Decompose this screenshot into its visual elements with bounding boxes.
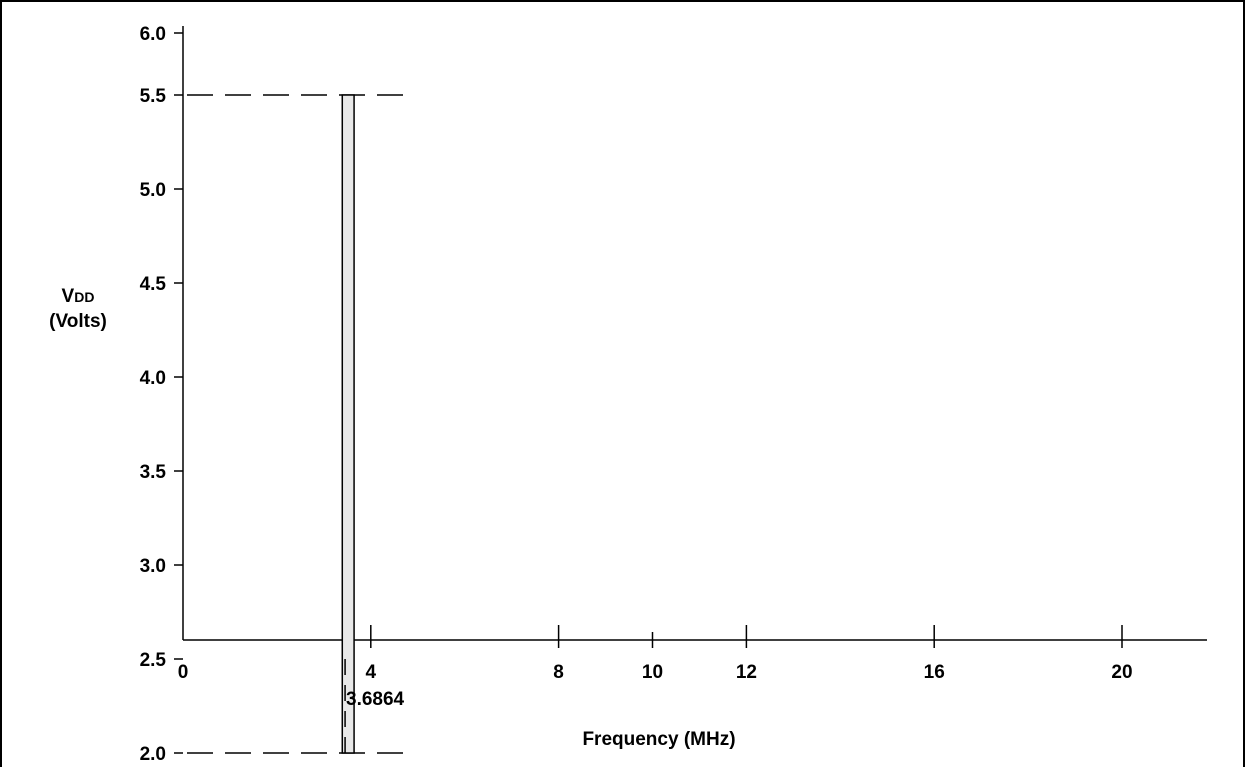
y-axis-label-sub: DD	[74, 289, 94, 305]
y-tick-label: 4.5	[140, 274, 167, 295]
y-tick-label: 6.0	[140, 24, 166, 45]
x-tick-label: 12	[736, 662, 757, 683]
y-tick-label: 5.5	[140, 86, 167, 107]
x-tick-label: 4	[366, 662, 377, 683]
y-axis-label-main: V	[62, 286, 75, 307]
x-tick-label: 16	[924, 662, 945, 683]
x-tick-label: 10	[642, 662, 663, 683]
y-tick-label: 4.0	[140, 368, 166, 389]
y-axis-unit: (Volts)	[49, 311, 107, 332]
x-tick-label: 20	[1111, 662, 1132, 683]
y-tick-label: 3.5	[140, 462, 167, 483]
x-axis-label: Frequency (MHz)	[582, 729, 735, 750]
x-tick-label: 8	[553, 662, 564, 683]
y-tick-label: 3.0	[140, 556, 166, 577]
y-tick-label: 2.0	[140, 744, 166, 765]
frequency-marker-label: 3.6864	[346, 689, 405, 710]
y-axis-label: VDD	[62, 286, 95, 307]
x-tick-label: 0	[178, 662, 189, 683]
y-tick-label: 5.0	[140, 180, 166, 201]
y-tick-label: 2.5	[140, 650, 167, 671]
operating-region	[341, 94, 355, 754]
